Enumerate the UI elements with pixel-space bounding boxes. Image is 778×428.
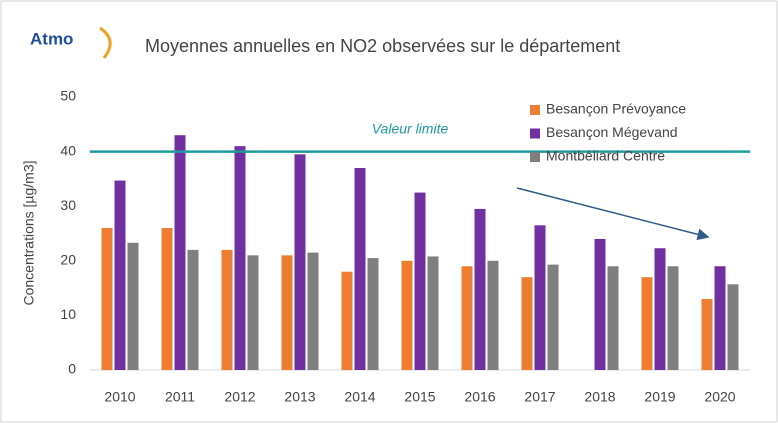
y-tick-label: 10 <box>60 306 76 322</box>
bar <box>534 225 546 370</box>
bar <box>187 249 199 370</box>
bar <box>101 228 113 370</box>
legend-label: Besançon Mégevand <box>546 124 678 140</box>
bar <box>461 266 473 370</box>
bar <box>714 266 726 370</box>
x-tick-label: 2014 <box>344 389 375 405</box>
bar <box>294 154 306 370</box>
bar <box>654 248 666 370</box>
bar <box>427 256 439 370</box>
x-tick-label: 2016 <box>464 389 495 405</box>
logo-swoosh <box>99 26 112 59</box>
bar <box>234 146 246 370</box>
x-tick-label: 2018 <box>584 389 615 405</box>
bar <box>727 284 739 370</box>
y-axis-label: Concentrations [µg/m3] <box>21 160 37 305</box>
bar <box>641 277 653 370</box>
legend-swatch <box>530 128 540 139</box>
x-tick-label: 2019 <box>644 389 675 405</box>
x-tick-label: 2013 <box>284 389 315 405</box>
chart-title: Moyennes annuelles en NO2 observées sur … <box>145 36 620 56</box>
bar <box>307 252 319 370</box>
bar <box>247 255 259 370</box>
x-tick-label: 2012 <box>224 389 255 405</box>
bar <box>281 255 293 370</box>
legend-label: Montbéliard Centre <box>546 148 665 164</box>
bar <box>221 249 233 370</box>
bar <box>341 271 353 370</box>
x-tick-label: 2017 <box>524 389 555 405</box>
bar <box>547 264 559 370</box>
bar <box>607 266 619 370</box>
x-tick-label: 2020 <box>704 389 735 405</box>
x-tick-label: 2015 <box>404 389 435 405</box>
bar <box>161 228 173 370</box>
legend-swatch <box>530 105 540 115</box>
y-tick-label: 30 <box>60 197 76 213</box>
bar <box>114 180 126 370</box>
trend-arrow <box>516 187 710 241</box>
bar <box>667 266 679 370</box>
bar <box>127 242 139 370</box>
bar <box>474 208 486 370</box>
logo: Atmo <box>30 29 73 48</box>
legend-label: Besançon Prévoyance <box>546 101 686 117</box>
y-tick-label: 50 <box>60 88 76 104</box>
bar <box>487 260 499 370</box>
bar <box>401 260 413 370</box>
bar <box>414 192 426 370</box>
bar <box>701 299 713 370</box>
legend-swatch <box>530 152 540 162</box>
y-tick-label: 40 <box>60 142 76 158</box>
reference-label: Valeur limite <box>372 120 449 136</box>
bar <box>354 167 366 370</box>
x-tick-label: 2011 <box>165 389 195 405</box>
bar <box>594 238 606 370</box>
x-tick-label: 2010 <box>104 389 135 405</box>
y-tick-label: 20 <box>60 252 76 268</box>
bar <box>521 277 533 370</box>
bar <box>367 258 379 370</box>
y-tick-label: 0 <box>68 361 76 377</box>
bar <box>174 135 186 370</box>
